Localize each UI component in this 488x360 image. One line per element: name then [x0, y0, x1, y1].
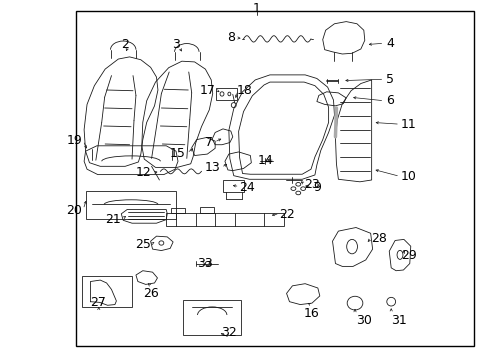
Text: 18: 18: [237, 84, 252, 96]
Text: 30: 30: [356, 314, 371, 327]
Text: 9: 9: [312, 181, 320, 194]
Text: 3: 3: [172, 39, 180, 51]
Text: 21: 21: [105, 213, 121, 226]
Text: 17: 17: [199, 84, 215, 96]
Text: 12: 12: [136, 166, 151, 179]
Text: 14: 14: [258, 154, 273, 167]
Text: 1: 1: [252, 3, 260, 15]
Text: 6: 6: [386, 94, 393, 107]
Text: 20: 20: [66, 204, 82, 217]
Bar: [82, 276, 132, 307]
Text: 29: 29: [400, 249, 416, 262]
Text: 24: 24: [238, 181, 254, 194]
Text: 26: 26: [142, 287, 158, 300]
Text: 5: 5: [386, 73, 393, 86]
Text: 10: 10: [400, 170, 416, 183]
Text: 2: 2: [121, 39, 128, 51]
Text: 7: 7: [204, 136, 212, 149]
Text: 15: 15: [170, 147, 185, 159]
Text: 22: 22: [278, 208, 294, 221]
Bar: [183, 300, 241, 335]
Bar: [76, 11, 473, 346]
Bar: [216, 88, 236, 100]
Text: 31: 31: [390, 314, 406, 327]
Text: 23: 23: [304, 178, 319, 191]
Text: 4: 4: [386, 37, 393, 50]
Text: 27: 27: [90, 296, 105, 309]
Text: 16: 16: [304, 307, 319, 320]
Text: 8: 8: [226, 31, 234, 44]
Text: 28: 28: [370, 232, 386, 245]
Text: 13: 13: [204, 161, 220, 174]
Text: 32: 32: [221, 326, 236, 339]
Text: 11: 11: [400, 118, 416, 131]
Text: 33: 33: [197, 257, 212, 270]
Bar: [223, 180, 243, 192]
Text: 25: 25: [135, 238, 150, 251]
Text: 19: 19: [66, 134, 82, 147]
